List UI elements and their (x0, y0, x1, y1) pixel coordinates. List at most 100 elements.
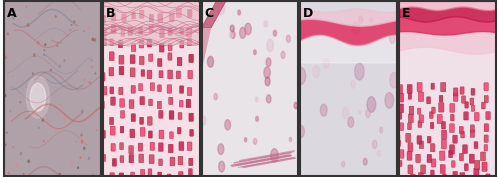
FancyBboxPatch shape (100, 175, 104, 177)
FancyBboxPatch shape (484, 83, 488, 91)
FancyBboxPatch shape (103, 1, 200, 45)
FancyBboxPatch shape (176, 71, 180, 79)
FancyBboxPatch shape (439, 95, 443, 102)
Circle shape (26, 76, 50, 118)
FancyBboxPatch shape (399, 93, 404, 102)
FancyBboxPatch shape (484, 144, 488, 151)
FancyBboxPatch shape (168, 44, 172, 51)
Circle shape (390, 73, 398, 88)
Circle shape (30, 83, 46, 111)
Circle shape (94, 39, 96, 41)
FancyBboxPatch shape (100, 101, 104, 109)
FancyBboxPatch shape (416, 154, 420, 162)
FancyBboxPatch shape (167, 174, 171, 177)
Circle shape (270, 149, 278, 162)
Circle shape (28, 24, 29, 26)
Circle shape (256, 97, 258, 102)
FancyBboxPatch shape (187, 38, 192, 46)
Circle shape (84, 147, 85, 149)
FancyBboxPatch shape (130, 55, 135, 64)
FancyBboxPatch shape (486, 174, 490, 177)
FancyBboxPatch shape (408, 93, 412, 99)
FancyBboxPatch shape (102, 86, 107, 95)
FancyBboxPatch shape (188, 9, 192, 18)
Circle shape (281, 51, 285, 59)
FancyBboxPatch shape (442, 130, 446, 139)
FancyBboxPatch shape (101, 130, 105, 138)
Text: D: D (304, 7, 314, 20)
FancyBboxPatch shape (470, 125, 474, 132)
FancyBboxPatch shape (470, 98, 474, 105)
FancyBboxPatch shape (471, 88, 475, 95)
FancyBboxPatch shape (470, 154, 474, 163)
FancyBboxPatch shape (406, 133, 410, 142)
Circle shape (305, 8, 308, 14)
Circle shape (385, 93, 394, 108)
FancyBboxPatch shape (99, 115, 103, 122)
Circle shape (80, 157, 81, 158)
Circle shape (49, 112, 50, 114)
FancyBboxPatch shape (129, 100, 134, 109)
Circle shape (88, 158, 90, 159)
FancyBboxPatch shape (398, 85, 402, 94)
FancyBboxPatch shape (169, 97, 173, 105)
FancyBboxPatch shape (407, 84, 412, 93)
FancyBboxPatch shape (454, 93, 458, 101)
FancyBboxPatch shape (419, 115, 424, 123)
Circle shape (66, 112, 68, 114)
FancyBboxPatch shape (417, 82, 422, 92)
Circle shape (372, 140, 377, 149)
FancyBboxPatch shape (102, 154, 105, 161)
FancyBboxPatch shape (450, 104, 454, 112)
Circle shape (74, 21, 75, 23)
FancyBboxPatch shape (427, 154, 432, 163)
FancyBboxPatch shape (112, 159, 116, 166)
FancyBboxPatch shape (158, 143, 163, 151)
FancyBboxPatch shape (399, 104, 404, 113)
FancyBboxPatch shape (158, 159, 162, 166)
Circle shape (38, 127, 39, 128)
Circle shape (348, 117, 354, 127)
FancyBboxPatch shape (100, 144, 103, 151)
Circle shape (245, 23, 252, 35)
FancyBboxPatch shape (120, 156, 124, 162)
FancyBboxPatch shape (111, 144, 115, 151)
Circle shape (274, 30, 276, 36)
FancyBboxPatch shape (418, 121, 422, 127)
Circle shape (225, 120, 230, 130)
Circle shape (13, 147, 14, 148)
FancyBboxPatch shape (132, 43, 136, 52)
FancyBboxPatch shape (484, 95, 488, 103)
FancyBboxPatch shape (158, 58, 162, 67)
Text: C: C (204, 7, 214, 20)
FancyBboxPatch shape (112, 13, 116, 21)
FancyBboxPatch shape (170, 157, 175, 166)
FancyBboxPatch shape (160, 43, 164, 52)
FancyBboxPatch shape (460, 173, 465, 177)
FancyBboxPatch shape (101, 15, 105, 23)
FancyBboxPatch shape (148, 169, 152, 176)
Circle shape (342, 161, 344, 167)
Text: E: E (402, 7, 410, 20)
FancyBboxPatch shape (440, 164, 445, 173)
FancyBboxPatch shape (454, 88, 458, 96)
FancyBboxPatch shape (170, 13, 174, 22)
FancyBboxPatch shape (440, 151, 445, 160)
FancyBboxPatch shape (149, 24, 154, 32)
FancyBboxPatch shape (460, 126, 464, 134)
FancyBboxPatch shape (189, 113, 194, 121)
FancyBboxPatch shape (431, 83, 434, 89)
Circle shape (256, 116, 258, 121)
FancyBboxPatch shape (122, 14, 126, 22)
FancyBboxPatch shape (148, 117, 152, 125)
FancyBboxPatch shape (450, 145, 454, 154)
FancyBboxPatch shape (442, 121, 446, 129)
FancyBboxPatch shape (129, 154, 134, 163)
FancyBboxPatch shape (407, 151, 412, 160)
FancyBboxPatch shape (188, 87, 192, 96)
FancyBboxPatch shape (168, 28, 172, 35)
FancyBboxPatch shape (438, 103, 444, 112)
Circle shape (17, 34, 18, 36)
FancyBboxPatch shape (190, 129, 194, 136)
FancyBboxPatch shape (484, 135, 488, 142)
